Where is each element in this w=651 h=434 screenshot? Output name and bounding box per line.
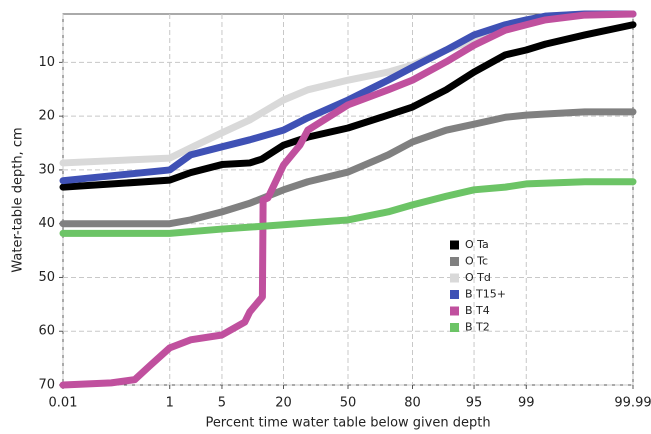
x-tick-label: 0.01	[49, 396, 78, 411]
y-tick-label: 20	[38, 109, 55, 124]
x-axis-title: Percent time water table below given dep…	[205, 416, 490, 431]
y-axis-title: Water-table depth, cm	[11, 127, 26, 272]
x-tick-label: 5	[218, 396, 226, 411]
y-tick-label: 40	[38, 216, 55, 231]
legend-swatch	[450, 323, 459, 332]
x-tick-label: 1	[166, 396, 174, 411]
x-tick-label: 99	[518, 396, 535, 411]
x-tick-label: 20	[275, 396, 292, 411]
x-tick-label: 99.99	[614, 396, 651, 411]
x-tick-label: 95	[466, 396, 483, 411]
y-tick-label: 10	[38, 55, 55, 70]
y-tick-label: 30	[38, 162, 55, 177]
legend-label: B T4	[465, 304, 490, 317]
legend-swatch	[450, 273, 459, 283]
legend-swatch	[450, 257, 459, 266]
series-line	[59, 108, 637, 228]
legend-label: O Tc	[465, 255, 488, 268]
legend-swatch	[450, 306, 459, 316]
legend-swatch	[450, 290, 459, 299]
y-tick-label: 70	[38, 378, 55, 393]
legend-label: O Td	[465, 271, 491, 284]
x-tick-label: 50	[340, 396, 357, 411]
legend-label: B T2	[465, 321, 490, 334]
legend-label: O Ta	[465, 238, 489, 251]
x-tick-label: 80	[404, 396, 421, 411]
series-line	[59, 10, 637, 389]
y-tick-label: 60	[38, 324, 55, 339]
series-line	[59, 10, 637, 185]
legend-label: B T15+	[465, 288, 506, 301]
y-tick-label: 50	[38, 270, 55, 285]
legend-swatch	[450, 240, 459, 250]
series-line	[59, 21, 637, 191]
legend: O Ta O Tc O Td B T15+ B T4 B T2	[450, 238, 506, 334]
series-line	[59, 178, 637, 237]
